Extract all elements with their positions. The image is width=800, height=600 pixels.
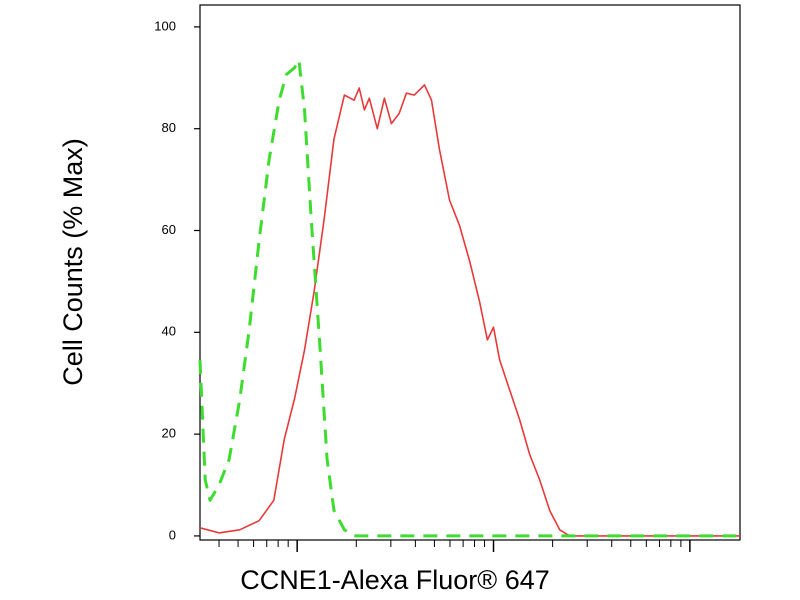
y-tick-label: 80 [162,120,176,135]
y-axis-label: Cell Counts (% Max) [58,138,88,386]
y-tick-label: 20 [162,426,176,441]
y-tick-label: 40 [162,324,176,339]
series-line [198,58,740,538]
plot-frame [199,4,741,541]
x-axis-label: CCNE1-Alexa Fluor® 647 [240,565,550,595]
series-line [199,84,740,537]
y-tick-label: 100 [154,18,176,33]
y-tick-label: 0 [169,527,176,542]
y-tick-label: 60 [162,222,176,237]
